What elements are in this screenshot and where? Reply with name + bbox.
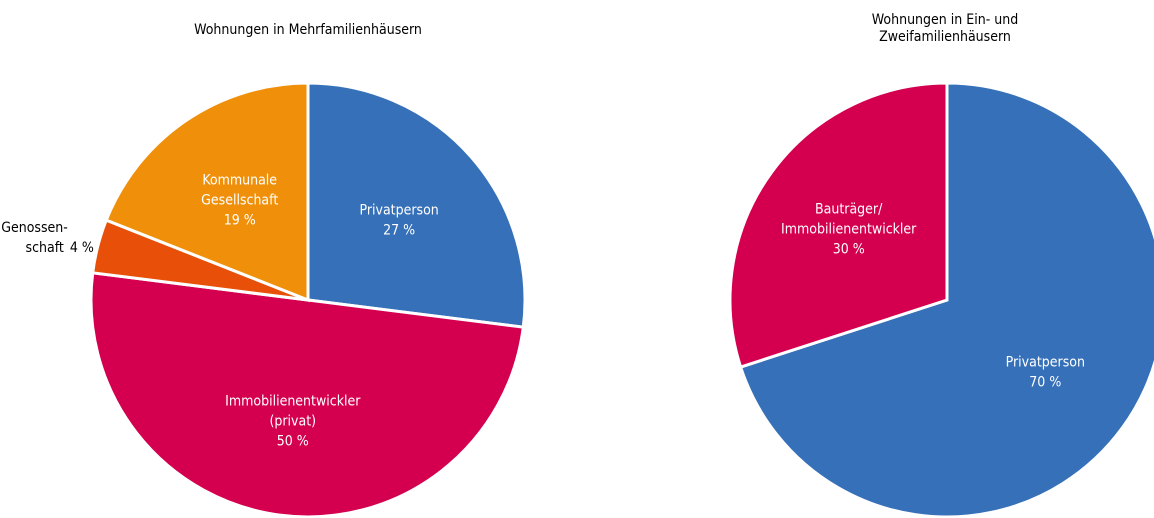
slice-value: 4 % <box>70 240 94 256</box>
pie-slice <box>89 271 525 518</box>
slice-value: 27 % <box>383 223 415 239</box>
slice-label: Privatperson <box>1006 354 1085 370</box>
slice-value: 19 % <box>224 212 256 228</box>
slice-value: 30 % <box>833 242 865 258</box>
pie-slice <box>728 81 949 369</box>
chart-title: Wohnungen in Ein- und Zweifamilienhäusern <box>872 12 1018 45</box>
slice-label: Privatperson <box>359 203 438 219</box>
pie-slice <box>104 81 310 303</box>
slice-value: 70 % <box>1029 374 1061 390</box>
slice-label: Genossen-schaft <box>1 220 68 256</box>
slice-value: 50 % <box>277 434 309 450</box>
slice-label: Immobilienentwickler (privat) <box>225 394 361 430</box>
chart-title: Wohnungen in Mehrfamilienhäusern <box>194 22 422 38</box>
slice-label: Bauträger/Immobilienentwickler <box>781 202 917 238</box>
slice-label: Kommunale Gesellschaft <box>201 172 278 208</box>
pie-slice <box>306 81 527 329</box>
